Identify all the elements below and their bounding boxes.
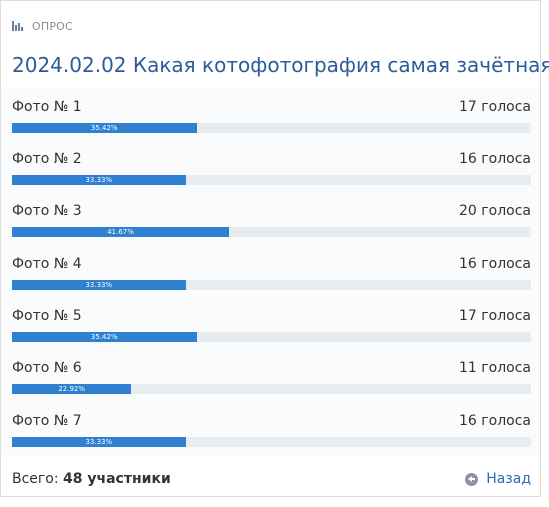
poll-option: Фото № 2 16 голоса 33.33% <box>12 141 531 191</box>
option-name: Фото № 2 <box>12 151 82 167</box>
option-votes: 17 голоса <box>459 308 531 324</box>
option-votes: 20 голоса <box>459 203 531 219</box>
poll-option: Фото № 5 17 голоса 35.42% <box>12 298 531 348</box>
progress-percent: 35.42% <box>90 333 118 341</box>
poll-label: ОПРОС <box>32 19 73 33</box>
poll-option: Фото № 3 20 голоса 41.67% <box>12 193 531 243</box>
progress-bar: 33.33% <box>12 175 186 185</box>
progress-track: 35.42% <box>12 332 531 342</box>
option-name: Фото № 4 <box>12 256 82 272</box>
arrow-left-circle-icon <box>465 472 479 486</box>
total-value: 48 участники <box>63 471 171 487</box>
poll-option: Фото № 7 16 голоса 33.33% <box>12 403 531 453</box>
poll-option: Фото № 6 11 голоса 22.92% <box>12 350 531 400</box>
back-link[interactable]: Назад <box>465 471 531 487</box>
progress-track: 35.42% <box>12 123 531 133</box>
option-name: Фото № 6 <box>12 360 82 376</box>
progress-percent: 35.42% <box>90 124 118 132</box>
progress-bar: 22.92% <box>12 384 132 394</box>
progress-percent: 33.33% <box>85 281 113 289</box>
poll-option: Фото № 4 16 голоса 33.33% <box>12 246 531 296</box>
option-name: Фото № 7 <box>12 413 82 429</box>
progress-percent: 22.92% <box>58 385 86 393</box>
bar-chart-icon <box>12 21 24 31</box>
option-name: Фото № 5 <box>12 308 82 324</box>
progress-track: 22.92% <box>12 384 531 394</box>
progress-bar: 35.42% <box>12 332 197 342</box>
poll-option: Фото № 1 17 голоса 35.42% <box>12 89 531 139</box>
progress-bar: 41.67% <box>12 227 230 237</box>
total-participants: Всего: 48 участники <box>12 471 171 487</box>
option-name: Фото № 3 <box>12 203 82 219</box>
option-name: Фото № 1 <box>12 99 82 115</box>
option-votes: 17 голоса <box>459 99 531 115</box>
option-votes: 16 голоса <box>459 256 531 272</box>
option-votes: 11 голоса <box>459 360 531 376</box>
progress-track: 33.33% <box>12 437 531 447</box>
progress-bar: 35.42% <box>12 123 197 133</box>
progress-track: 33.33% <box>12 280 531 290</box>
back-label[interactable]: Назад <box>486 471 531 487</box>
progress-bar: 33.33% <box>12 437 186 447</box>
progress-track: 41.67% <box>12 227 531 237</box>
option-votes: 16 голоса <box>459 151 531 167</box>
progress-percent: 33.33% <box>85 438 113 446</box>
poll-header: ОПРОС <box>1 15 540 37</box>
progress-percent: 33.33% <box>85 176 113 184</box>
progress-bar: 33.33% <box>12 280 186 290</box>
poll-title: 2024.02.02 Какая котофотография самая за… <box>12 53 549 77</box>
poll-options: Фото № 1 17 голоса 35.42% Фото № 2 16 голоса… <box>1 89 540 455</box>
option-votes: 16 голоса <box>459 413 531 429</box>
progress-percent: 41.67% <box>107 228 134 236</box>
poll-footer: Всего: 48 участники Назад <box>12 467 531 491</box>
progress-track: 33.33% <box>12 175 531 185</box>
total-prefix: Всего: <box>12 471 59 487</box>
